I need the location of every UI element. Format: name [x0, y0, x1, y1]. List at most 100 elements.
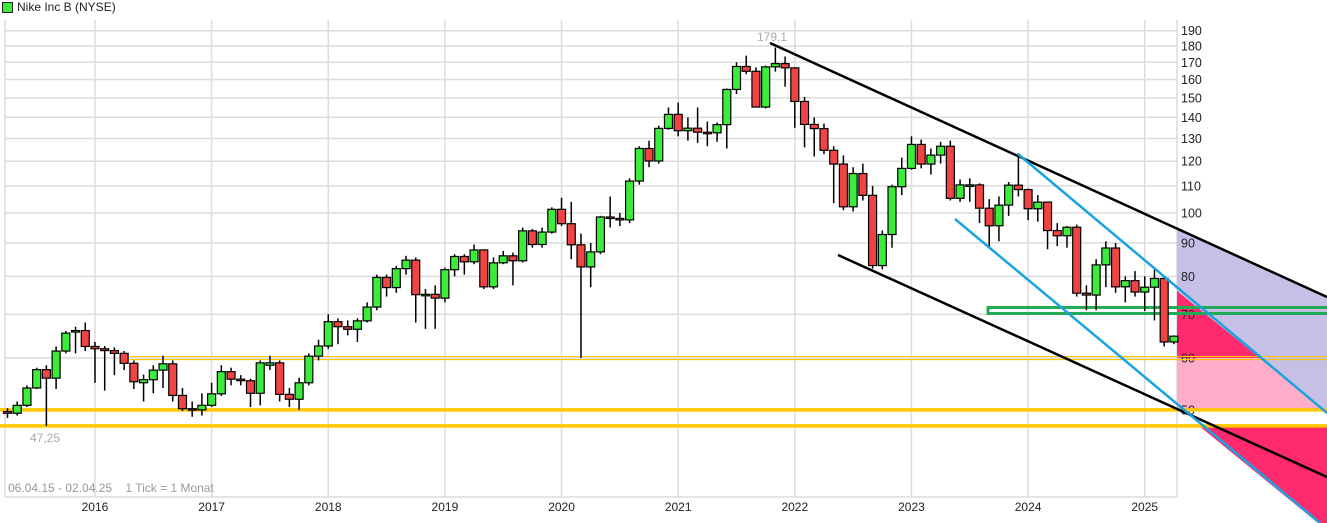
candle-body-2023-08 [974, 184, 985, 209]
zone-lightpink [1177, 358, 1327, 413]
high-annotation: 179,1 [757, 30, 787, 44]
candle-body-2018-12 [430, 293, 440, 299]
candle-body-2016-02 [100, 348, 110, 352]
candle-body-2016-01 [90, 345, 100, 350]
x-tick-label: 2024 [1015, 500, 1042, 514]
candle-body-2021-08 [741, 65, 751, 72]
candle-body-2017-12 [313, 345, 324, 357]
candle-body-2018-02 [333, 321, 343, 328]
trendline-lower-blue [954, 218, 1321, 523]
candle-body-2017-08 [275, 362, 285, 395]
candle-body-2019-01 [440, 269, 450, 299]
y-tick-label: 110 [1181, 179, 1201, 193]
candle-body-2024-06 [1072, 226, 1082, 294]
candle-body-2022-11 [887, 186, 897, 236]
candle-body-2017-01 [207, 393, 217, 406]
candle-body-2020-01 [556, 208, 567, 225]
candle-body-2025-02 [1149, 277, 1160, 288]
candle-body-2019-06 [488, 262, 499, 288]
candle-body-2020-11 [654, 127, 664, 162]
candle-body-2017-07 [265, 362, 275, 366]
candle-body-2021-03 [693, 127, 703, 133]
x-tick-label: 2018 [315, 500, 342, 514]
candle-body-2019-12 [547, 208, 557, 233]
candle-body-2018-08 [391, 268, 401, 289]
candle-body-2021-07 [731, 65, 742, 91]
candle-body-2015-04 [2, 410, 13, 414]
x-tick-label: 2016 [82, 500, 109, 514]
candle-body-2018-06 [372, 276, 382, 308]
candle-body-2023-09 [984, 207, 994, 227]
candle-body-2016-07 [148, 369, 158, 381]
candle-body-2023-04 [936, 145, 946, 156]
candle-body-2017-05 [245, 380, 256, 394]
candle-body-2019-11 [537, 231, 547, 246]
candle-body-2020-09 [634, 147, 644, 182]
candle-body-2016-08 [158, 363, 168, 371]
candle-body-2019-08 [508, 255, 518, 262]
candle-body-2016-04 [119, 352, 129, 364]
candle-body-2023-10 [994, 204, 1004, 227]
candle-body-2022-06 [838, 163, 849, 208]
candle-body-2016-12 [197, 404, 207, 411]
candle-body-2015-05 [12, 404, 22, 414]
candle-body-2023-02 [916, 143, 926, 165]
candle-body-2015-07 [32, 369, 42, 389]
trendline-upper-black [769, 41, 1327, 299]
candle-body-2019-09 [518, 230, 528, 262]
candle-body-2020-08 [624, 180, 635, 221]
candle-body-2019-10 [527, 230, 537, 246]
candle-body-2017-06 [255, 362, 265, 394]
trendline-upper-blue [1017, 153, 1327, 414]
x-tick-label: 2019 [432, 500, 459, 514]
candle-body-2018-07 [381, 276, 392, 289]
candle-body-2016-09 [168, 363, 178, 397]
candle-body-2023-11 [1004, 184, 1014, 206]
chart-legend: Nike Inc B (NYSE) [2, 0, 116, 14]
candle-body-2015-10 [61, 332, 71, 352]
candle-body-2018-04 [352, 320, 363, 330]
x-tick-label: 2022 [781, 500, 808, 514]
candle-body-2019-04 [469, 249, 479, 263]
candle-body-2018-11 [420, 293, 431, 297]
candle-body-2017-03 [226, 371, 236, 380]
candle-body-2021-01 [673, 113, 683, 132]
candle-body-2025-03 [1159, 277, 1169, 343]
y-tick-label: 180 [1181, 40, 1202, 54]
candle-body-2016-11 [187, 408, 197, 411]
x-tick-label: 2021 [665, 500, 692, 514]
legend-swatch [2, 1, 13, 13]
chart-footer: 06.04.15 - 02.04.25 1 Tick = 1 Monat [8, 481, 224, 495]
candle-body-2019-05 [479, 249, 489, 288]
candle-body-2021-06 [722, 88, 732, 126]
candle-body-2021-12 [780, 63, 790, 69]
candle-body-2015-09 [51, 350, 61, 379]
candle-body-2022-03 [809, 123, 819, 130]
candle-body-2018-05 [362, 306, 372, 322]
candle-body-2018-01 [323, 321, 333, 347]
y-tick-label: 140 [1181, 111, 1202, 125]
candle-body-2017-04 [236, 378, 246, 382]
candle-body-2021-11 [770, 63, 780, 68]
y-tick-label: 80 [1181, 270, 1195, 284]
candle-body-2015-08 [41, 369, 51, 379]
candle-body-2016-05 [129, 362, 139, 383]
candle-body-2016-06 [138, 379, 149, 384]
y-tick-label: 130 [1181, 132, 1202, 146]
candle-body-2019-07 [498, 255, 508, 264]
candle-body-2021-10 [761, 66, 771, 108]
candle-body-2020-12 [663, 113, 674, 129]
candle-body-2021-02 [683, 127, 693, 132]
candle-body-2024-11 [1120, 280, 1130, 288]
y-tick-label: 150 [1181, 91, 1202, 105]
y-tick-label: 190 [1181, 24, 1202, 38]
candle-body-2023-12 [1013, 184, 1023, 191]
trendline-lower-black [837, 253, 1327, 479]
candle-body-2022-12 [897, 167, 907, 188]
candle-body-2022-02 [799, 100, 810, 126]
candle-body-2018-09 [401, 259, 411, 270]
candle-body-2024-07 [1081, 292, 1092, 296]
candle-body-2022-08 [858, 172, 868, 196]
candle-body-2025-01 [1140, 286, 1150, 293]
